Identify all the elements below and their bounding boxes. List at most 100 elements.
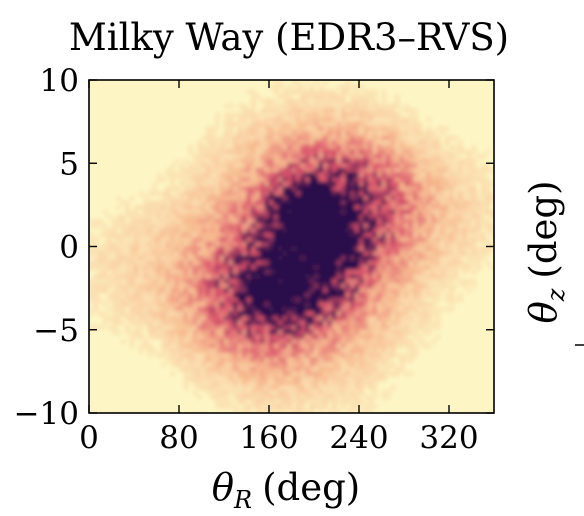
density-cell bbox=[453, 260, 459, 266]
density-cell bbox=[314, 315, 320, 322]
density-cell bbox=[237, 329, 243, 335]
density-cell bbox=[161, 334, 167, 340]
density-cell bbox=[125, 209, 131, 215]
density-cell bbox=[354, 339, 360, 345]
density-cell bbox=[246, 302, 252, 308]
density-cell bbox=[462, 232, 468, 238]
density-cell bbox=[435, 292, 441, 298]
density-cell bbox=[102, 320, 108, 326]
density-cell bbox=[291, 209, 297, 215]
density-cell bbox=[278, 117, 284, 123]
density-cell bbox=[489, 181, 494, 187]
density-cell bbox=[179, 315, 185, 322]
density-cell bbox=[120, 302, 126, 308]
density-cell bbox=[471, 209, 477, 215]
density-cell bbox=[354, 218, 360, 224]
density-cell bbox=[237, 394, 243, 400]
density-cell bbox=[192, 297, 198, 303]
density-cell bbox=[300, 352, 306, 359]
density-cell bbox=[462, 237, 468, 243]
density-cell bbox=[224, 103, 230, 109]
density-cell bbox=[462, 181, 468, 187]
density-cell bbox=[444, 200, 450, 206]
density-cell bbox=[287, 325, 293, 331]
density-cell bbox=[422, 329, 428, 335]
density-cell bbox=[413, 283, 419, 289]
density-cell bbox=[89, 311, 95, 317]
density-cell bbox=[201, 260, 207, 266]
density-cell bbox=[467, 204, 473, 211]
density-cell bbox=[377, 158, 383, 164]
density-cell bbox=[404, 158, 410, 164]
density-cell bbox=[89, 297, 95, 303]
density-cell bbox=[125, 232, 131, 238]
density-cell bbox=[485, 177, 491, 183]
density-cell bbox=[197, 241, 203, 248]
density-cell bbox=[143, 274, 149, 280]
density-cell bbox=[305, 339, 311, 345]
density-cell bbox=[417, 246, 423, 252]
density-cell bbox=[98, 297, 104, 303]
density-cell bbox=[390, 214, 396, 220]
density-cell bbox=[341, 376, 347, 382]
density-cell bbox=[260, 408, 266, 413]
density-cell bbox=[251, 218, 257, 224]
density-cell bbox=[287, 214, 293, 220]
density-cell bbox=[309, 320, 315, 326]
density-cell bbox=[152, 274, 158, 280]
density-cell bbox=[143, 251, 149, 257]
density-cell bbox=[156, 288, 162, 294]
density-cell bbox=[377, 352, 383, 359]
density-cell bbox=[327, 311, 333, 317]
density-cell bbox=[260, 394, 266, 400]
density-cell bbox=[372, 389, 378, 396]
density-cell bbox=[435, 140, 441, 146]
density-cell bbox=[399, 278, 405, 285]
density-cell bbox=[345, 237, 351, 243]
density-cell bbox=[426, 172, 432, 178]
density-cell bbox=[431, 195, 437, 201]
density-cell bbox=[399, 186, 405, 192]
density-cell bbox=[287, 172, 293, 178]
density-cell bbox=[251, 214, 257, 220]
density-cell bbox=[246, 366, 252, 372]
density-cell bbox=[309, 117, 315, 123]
density-cell bbox=[107, 232, 113, 238]
density-cell bbox=[372, 325, 378, 331]
density-cell bbox=[296, 297, 302, 303]
density-cell bbox=[350, 246, 356, 252]
density-cell bbox=[269, 200, 275, 206]
density-cell bbox=[359, 191, 365, 197]
density-cell bbox=[314, 241, 320, 248]
density-cell bbox=[395, 265, 401, 271]
density-cell bbox=[116, 204, 122, 211]
density-cell bbox=[309, 223, 315, 229]
density-cell bbox=[165, 292, 171, 298]
density-cell bbox=[377, 135, 383, 141]
density-cell bbox=[327, 103, 333, 109]
density-cell bbox=[210, 154, 216, 160]
density-cell bbox=[300, 339, 306, 345]
density-cell bbox=[471, 228, 477, 234]
density-cell bbox=[350, 126, 356, 132]
density-cell bbox=[264, 292, 270, 298]
density-cell bbox=[233, 154, 239, 160]
density-cell bbox=[440, 265, 446, 271]
density-cell bbox=[399, 237, 405, 243]
density-cell bbox=[390, 121, 396, 127]
density-cell bbox=[395, 214, 401, 220]
density-cell bbox=[345, 135, 351, 141]
density-cell bbox=[246, 255, 252, 261]
density-cell bbox=[188, 181, 194, 187]
density-cell bbox=[399, 265, 405, 271]
density-cell bbox=[341, 126, 347, 132]
density-cell bbox=[345, 223, 351, 229]
density-cell bbox=[161, 232, 167, 238]
density-cell bbox=[417, 315, 423, 322]
density-cell bbox=[413, 209, 419, 215]
density-cell bbox=[318, 385, 324, 391]
density-cell bbox=[408, 158, 414, 164]
density-cell bbox=[170, 348, 176, 354]
density-cell bbox=[372, 241, 378, 248]
density-cell bbox=[422, 154, 428, 160]
